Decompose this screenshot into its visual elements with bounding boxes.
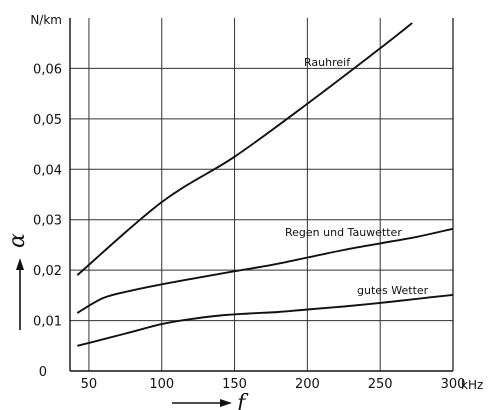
tick-labels: 50 100 150 200 250 300 0 0,01 0,02 0,03 0,04 0,05 0,… [33, 62, 465, 392]
x-unit-label: kHz [461, 378, 483, 392]
x-axis-label: f [235, 391, 249, 410]
label-gutes-wetter: gutes Wetter [357, 284, 429, 297]
x-tick-label: 300 [441, 377, 466, 392]
y-tick-label: 0,06 [33, 62, 62, 77]
y-unit-label: N/km [30, 13, 62, 27]
y-tick-label: 0,03 [33, 214, 62, 229]
y-axis-label: α [5, 233, 30, 248]
series-lines [76, 22, 454, 347]
y-tick-label: 0,05 [33, 113, 62, 128]
x-axis-arrow-head [220, 399, 232, 407]
x-tick-label: 200 [295, 377, 320, 392]
x-tick-label: 100 [149, 377, 174, 392]
series-line-gutes-wetter [77, 293, 454, 347]
y-axis-arrow-head [16, 258, 24, 270]
x-axis-symbol: f [172, 391, 249, 410]
plot-frame [69, 18, 454, 372]
y-tick-label: 0,01 [33, 315, 62, 330]
y-tick-label: 0 [39, 365, 47, 380]
x-tick-label: 150 [222, 377, 247, 392]
series-line-regen-und-tauwetter [76, 227, 454, 314]
y-tick-label: 0,04 [33, 163, 62, 178]
label-regen-und-tauwetter: Regen und Tauwetter [285, 226, 402, 239]
y-tick-label: 0,02 [33, 264, 62, 279]
y-axis-symbol: α [5, 233, 30, 330]
x-tick-label: 250 [368, 377, 393, 392]
label-rauhreif: Rauhreif [304, 56, 351, 69]
x-tick-label: 50 [81, 377, 98, 392]
series-line-rauhreif [76, 22, 413, 276]
grid [70, 18, 454, 371]
